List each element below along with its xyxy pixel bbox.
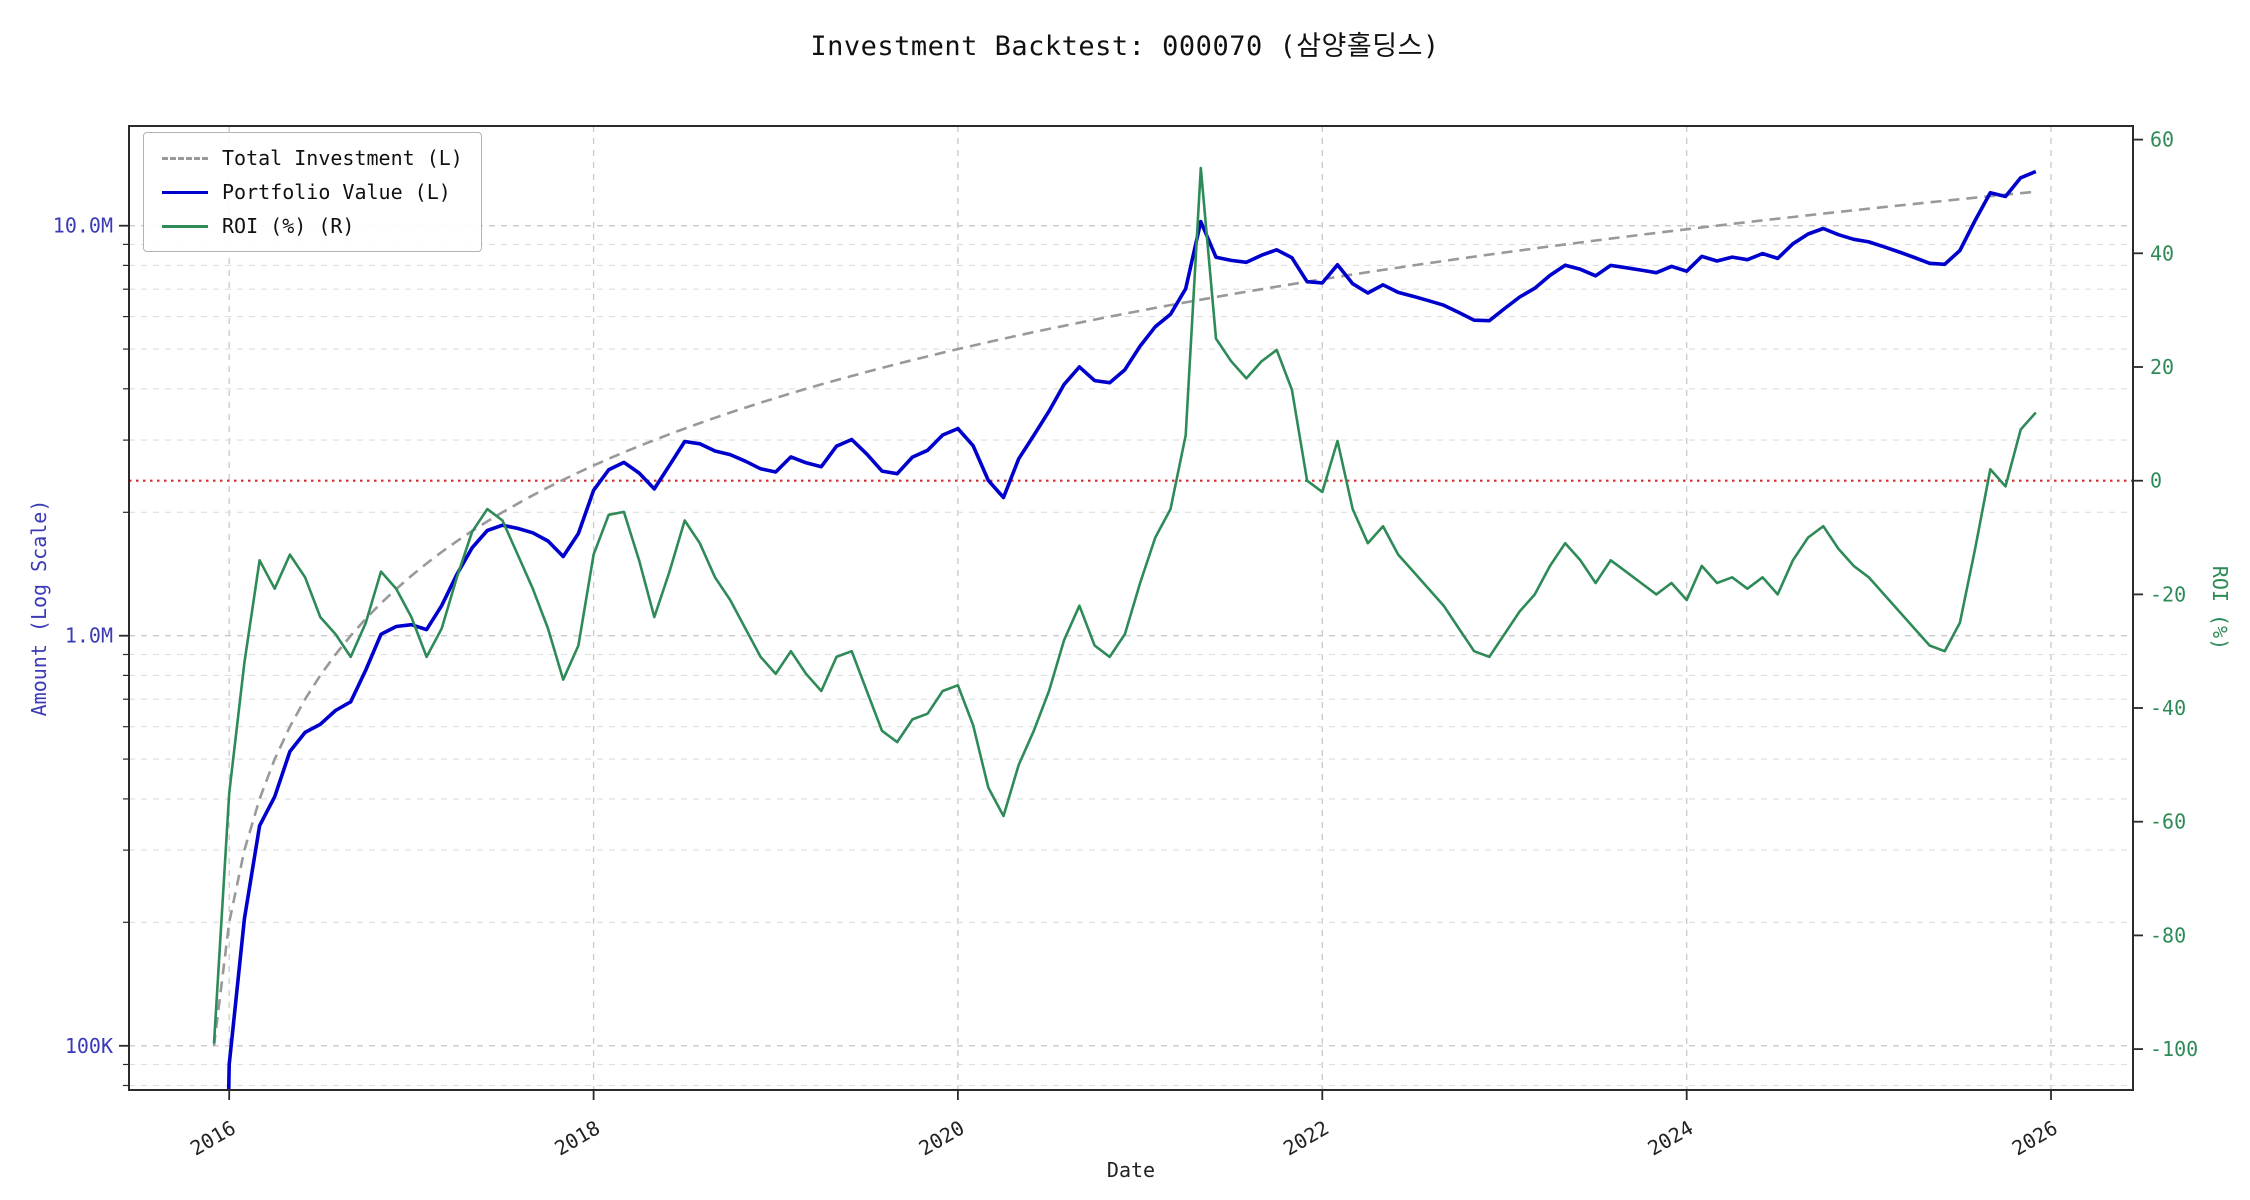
svg-text:20: 20 xyxy=(2150,355,2174,379)
svg-text:0: 0 xyxy=(2150,469,2162,493)
portfolio-value-line-sample xyxy=(162,190,208,194)
svg-text:-20: -20 xyxy=(2150,582,2186,606)
svg-text:2022: 2022 xyxy=(1279,1116,1333,1161)
svg-text:2024: 2024 xyxy=(1643,1116,1697,1161)
roi-line-sample xyxy=(162,224,208,228)
legend-item-portfolio-value: Portfolio Value (L) xyxy=(162,180,463,204)
legend-label-total-investment: Total Investment (L) xyxy=(222,146,463,170)
right-axis-label: ROI (%) xyxy=(2208,565,2232,651)
legend-label-portfolio-value: Portfolio Value (L) xyxy=(222,180,451,204)
svg-text:2018: 2018 xyxy=(550,1116,604,1161)
svg-text:-80: -80 xyxy=(2150,923,2186,947)
legend-item-roi: ROI (%) (R) xyxy=(162,214,463,238)
chart-title: Investment Backtest: 000070 (삼양홀딩스) xyxy=(810,31,1440,62)
left-axis-label: Amount (Log Scale) xyxy=(27,499,51,717)
svg-text:2026: 2026 xyxy=(2008,1116,2062,1161)
svg-text:-60: -60 xyxy=(2150,810,2186,834)
legend: Total Investment (L) Portfolio Value (L)… xyxy=(143,132,482,252)
svg-text:2016: 2016 xyxy=(186,1116,240,1161)
svg-text:40: 40 xyxy=(2150,241,2174,265)
legend-item-total-investment: Total Investment (L) xyxy=(162,146,463,170)
svg-text:2020: 2020 xyxy=(915,1116,969,1161)
svg-text:1.0M: 1.0M xyxy=(65,624,113,648)
svg-text:100K: 100K xyxy=(65,1034,113,1058)
svg-text:60: 60 xyxy=(2150,128,2174,152)
svg-text:-100: -100 xyxy=(2150,1037,2198,1061)
svg-text:10.0M: 10.0M xyxy=(53,214,113,238)
total-investment-line-sample xyxy=(162,156,208,160)
svg-text:-40: -40 xyxy=(2150,696,2186,720)
x-axis-label: Date xyxy=(1106,1158,1156,1182)
legend-label-roi: ROI (%) (R) xyxy=(222,214,355,238)
